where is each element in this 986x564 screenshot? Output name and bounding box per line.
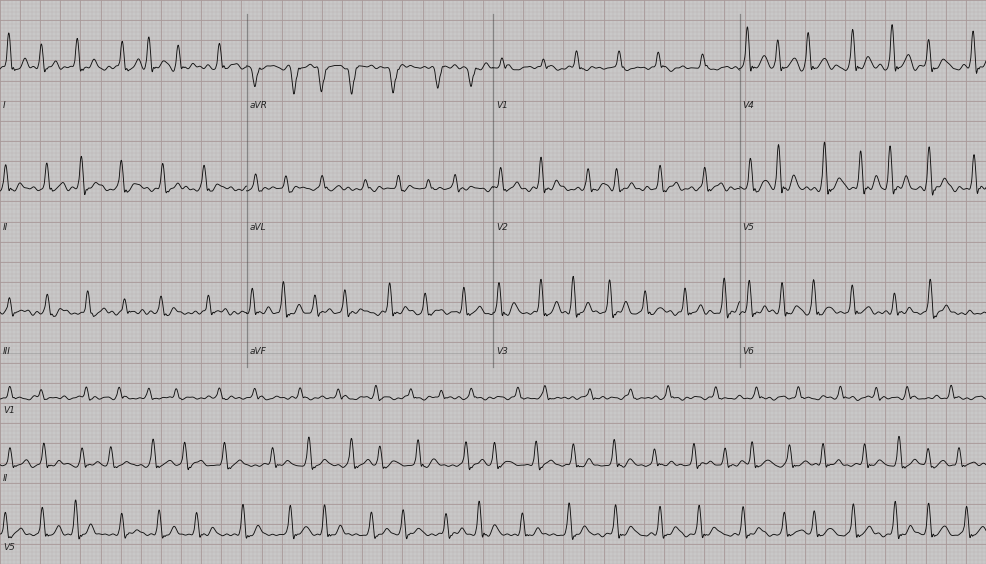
Text: V1: V1 [3, 407, 15, 416]
Text: aVL: aVL [249, 223, 266, 232]
Text: V2: V2 [496, 223, 508, 232]
Text: V4: V4 [742, 102, 754, 111]
Text: III: III [3, 347, 11, 356]
Text: V3: V3 [496, 347, 508, 356]
Text: aVR: aVR [249, 102, 267, 111]
Text: V1: V1 [496, 102, 508, 111]
Text: aVF: aVF [249, 347, 266, 356]
Text: II: II [3, 474, 8, 483]
Text: II: II [3, 223, 8, 232]
Text: I: I [3, 102, 6, 111]
Text: V5: V5 [742, 223, 754, 232]
Text: V6: V6 [742, 347, 754, 356]
Text: V5: V5 [3, 544, 15, 553]
